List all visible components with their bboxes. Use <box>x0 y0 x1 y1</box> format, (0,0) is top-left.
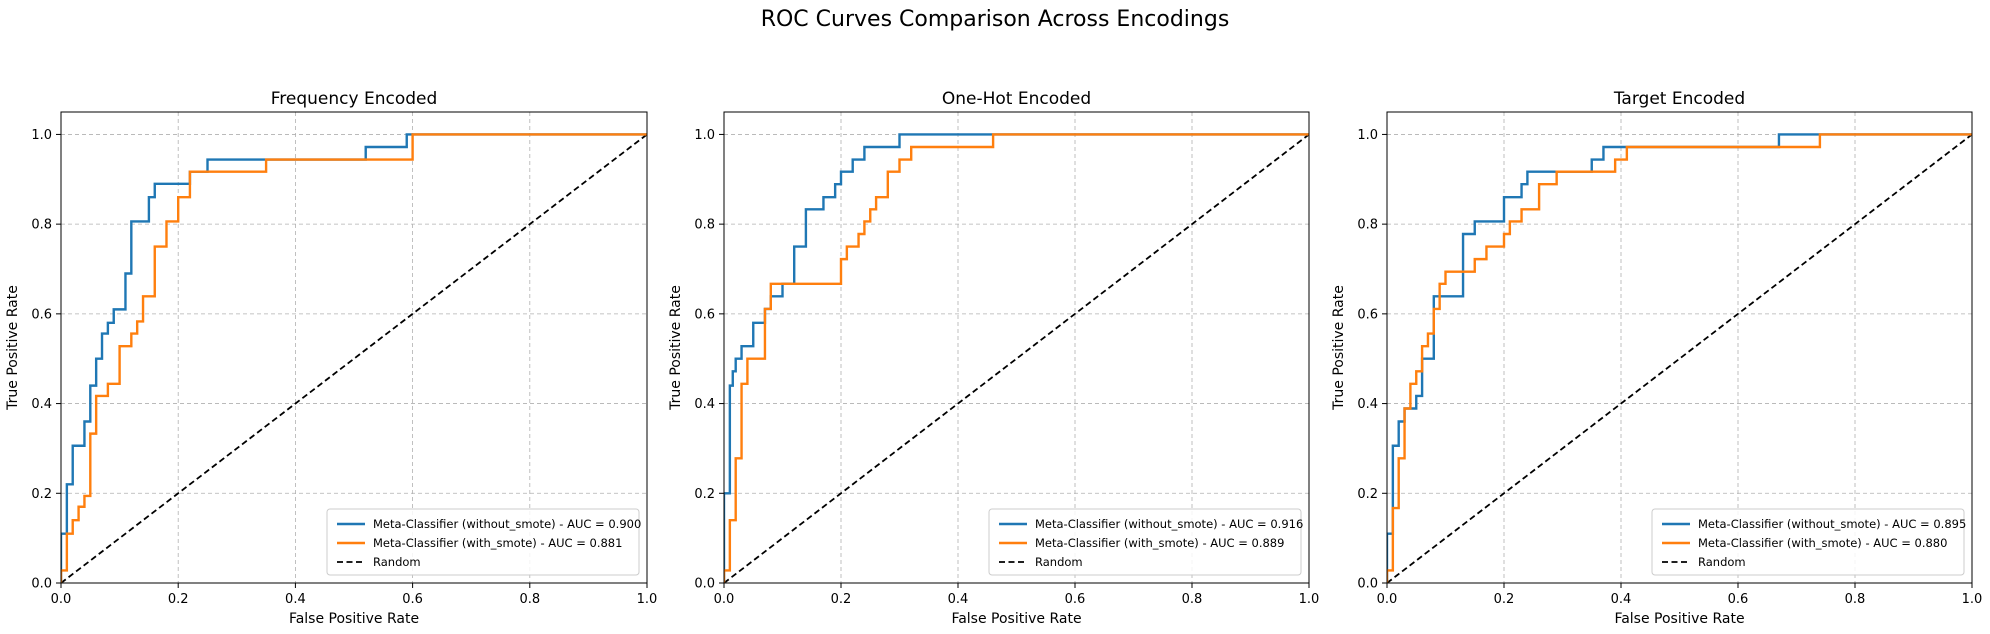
series-group <box>724 133 1309 583</box>
x-tick-label: 1.0 <box>1962 592 1983 607</box>
x-tick-label: 1.0 <box>637 592 658 607</box>
y-tick-label: 0.2 <box>694 487 715 502</box>
legend-box <box>326 508 640 576</box>
x-tick-label: 0.6 <box>1728 592 1749 607</box>
x-tick-label: 0.4 <box>285 592 306 607</box>
axes-frame <box>1386 111 1973 584</box>
y-tick-label: 0.4 <box>31 397 52 412</box>
legend-entry-label: Random <box>1035 555 1083 569</box>
legend: Meta-Classifier (without_smote) - AUC = … <box>1651 508 1966 576</box>
y-tick-label: 1.0 <box>31 128 52 143</box>
x-tick-label: 0.4 <box>948 592 969 607</box>
series-group <box>1387 133 1972 583</box>
y-tick-label: 1.0 <box>1357 128 1378 143</box>
legend-entry-label: Random <box>1698 555 1746 569</box>
x-tick-label: 0.2 <box>831 592 852 607</box>
legend-entry-label: Meta-Classifier (without_smote) - AUC = … <box>1035 517 1303 531</box>
y-tick-label: 0.4 <box>1357 397 1378 412</box>
roc-curve-series-1 <box>724 133 1309 583</box>
y-axis-label: True Positive Rate <box>5 285 21 411</box>
x-axis-label: False Positive Rate <box>951 611 1081 627</box>
series-group <box>61 133 647 583</box>
roc-curve-series-1 <box>61 133 647 583</box>
panel-title: One-Hot Encoded <box>942 89 1091 109</box>
panel-2: Target Encoded 0.0 0.2 0.4 0.6 0.8 1.0 0.0 0.2 0.… <box>1331 89 1982 627</box>
axes-frame <box>723 111 1310 584</box>
roc-curve-series-0 <box>61 133 647 583</box>
y-tick-label: 0.4 <box>694 397 715 412</box>
x-tick-label: 0.4 <box>1611 592 1632 607</box>
x-tick-label: 0.8 <box>1845 592 1866 607</box>
legend: Meta-Classifier (without_smote) - AUC = … <box>326 508 641 576</box>
legend-box <box>1651 508 1965 576</box>
figure-title: ROC Curves Comparison Across Encodings <box>761 7 1230 32</box>
y-tick-label: 0.6 <box>694 307 715 322</box>
y-tick-label: 0.0 <box>1357 577 1378 592</box>
axes-frame <box>60 111 648 584</box>
legend-entry-label: Meta-Classifier (without_smote) - AUC = … <box>373 517 641 531</box>
x-axis-label: False Positive Rate <box>289 611 419 627</box>
x-tick-label: 0.0 <box>714 592 735 607</box>
y-tick-label: 0.0 <box>694 577 715 592</box>
x-tick-label: 0.8 <box>1182 592 1203 607</box>
x-tick-label: 0.8 <box>519 592 540 607</box>
y-axis-label: True Positive Rate <box>1331 285 1347 411</box>
roc-curve-series-1 <box>1387 133 1972 583</box>
y-axis-label: True Positive Rate <box>668 285 684 411</box>
x-tick-label: 1.0 <box>1299 592 1320 607</box>
y-tick-label: 0.6 <box>31 307 52 322</box>
legend-entry-label: Meta-Classifier (without_smote) - AUC = … <box>1698 517 1966 531</box>
y-tick-label: 0.2 <box>1357 487 1378 502</box>
legend: Meta-Classifier (without_smote) - AUC = … <box>988 508 1303 576</box>
y-tick-label: 0.0 <box>31 577 52 592</box>
x-tick-label: 0.0 <box>51 592 72 607</box>
panel-title: Frequency Encoded <box>271 89 438 109</box>
panel-1: One-Hot Encoded 0.0 0.2 0.4 0.6 0.8 1.0 0.0 0.2 0… <box>668 89 1319 627</box>
y-tick-label: 0.2 <box>31 487 52 502</box>
x-tick-label: 0.6 <box>1065 592 1086 607</box>
y-tick-label: 0.8 <box>1357 218 1378 233</box>
legend-entry-label: Meta-Classifier (with_smote) - AUC = 0.8… <box>373 536 622 550</box>
legend-entry-label: Meta-Classifier (with_smote) - AUC = 0.8… <box>1035 536 1284 550</box>
x-tick-label: 0.0 <box>1377 592 1398 607</box>
y-tick-label: 0.8 <box>694 218 715 233</box>
legend-entry-label: Meta-Classifier (with_smote) - AUC = 0.8… <box>1698 536 1947 550</box>
y-tick-label: 1.0 <box>694 128 715 143</box>
x-axis-label: False Positive Rate <box>1614 611 1744 627</box>
panel-title: Target Encoded <box>1613 89 1745 109</box>
panel-0: Frequency Encoded 0.0 0.2 0.4 0.6 0.8 1.0 0.0 0.… <box>5 89 657 627</box>
x-tick-label: 0.2 <box>168 592 189 607</box>
legend-box <box>988 508 1302 576</box>
x-tick-label: 0.6 <box>402 592 423 607</box>
y-tick-label: 0.6 <box>1357 307 1378 322</box>
legend-entry-label: Random <box>373 555 421 569</box>
y-tick-label: 0.8 <box>31 218 52 233</box>
x-tick-label: 0.2 <box>1494 592 1515 607</box>
